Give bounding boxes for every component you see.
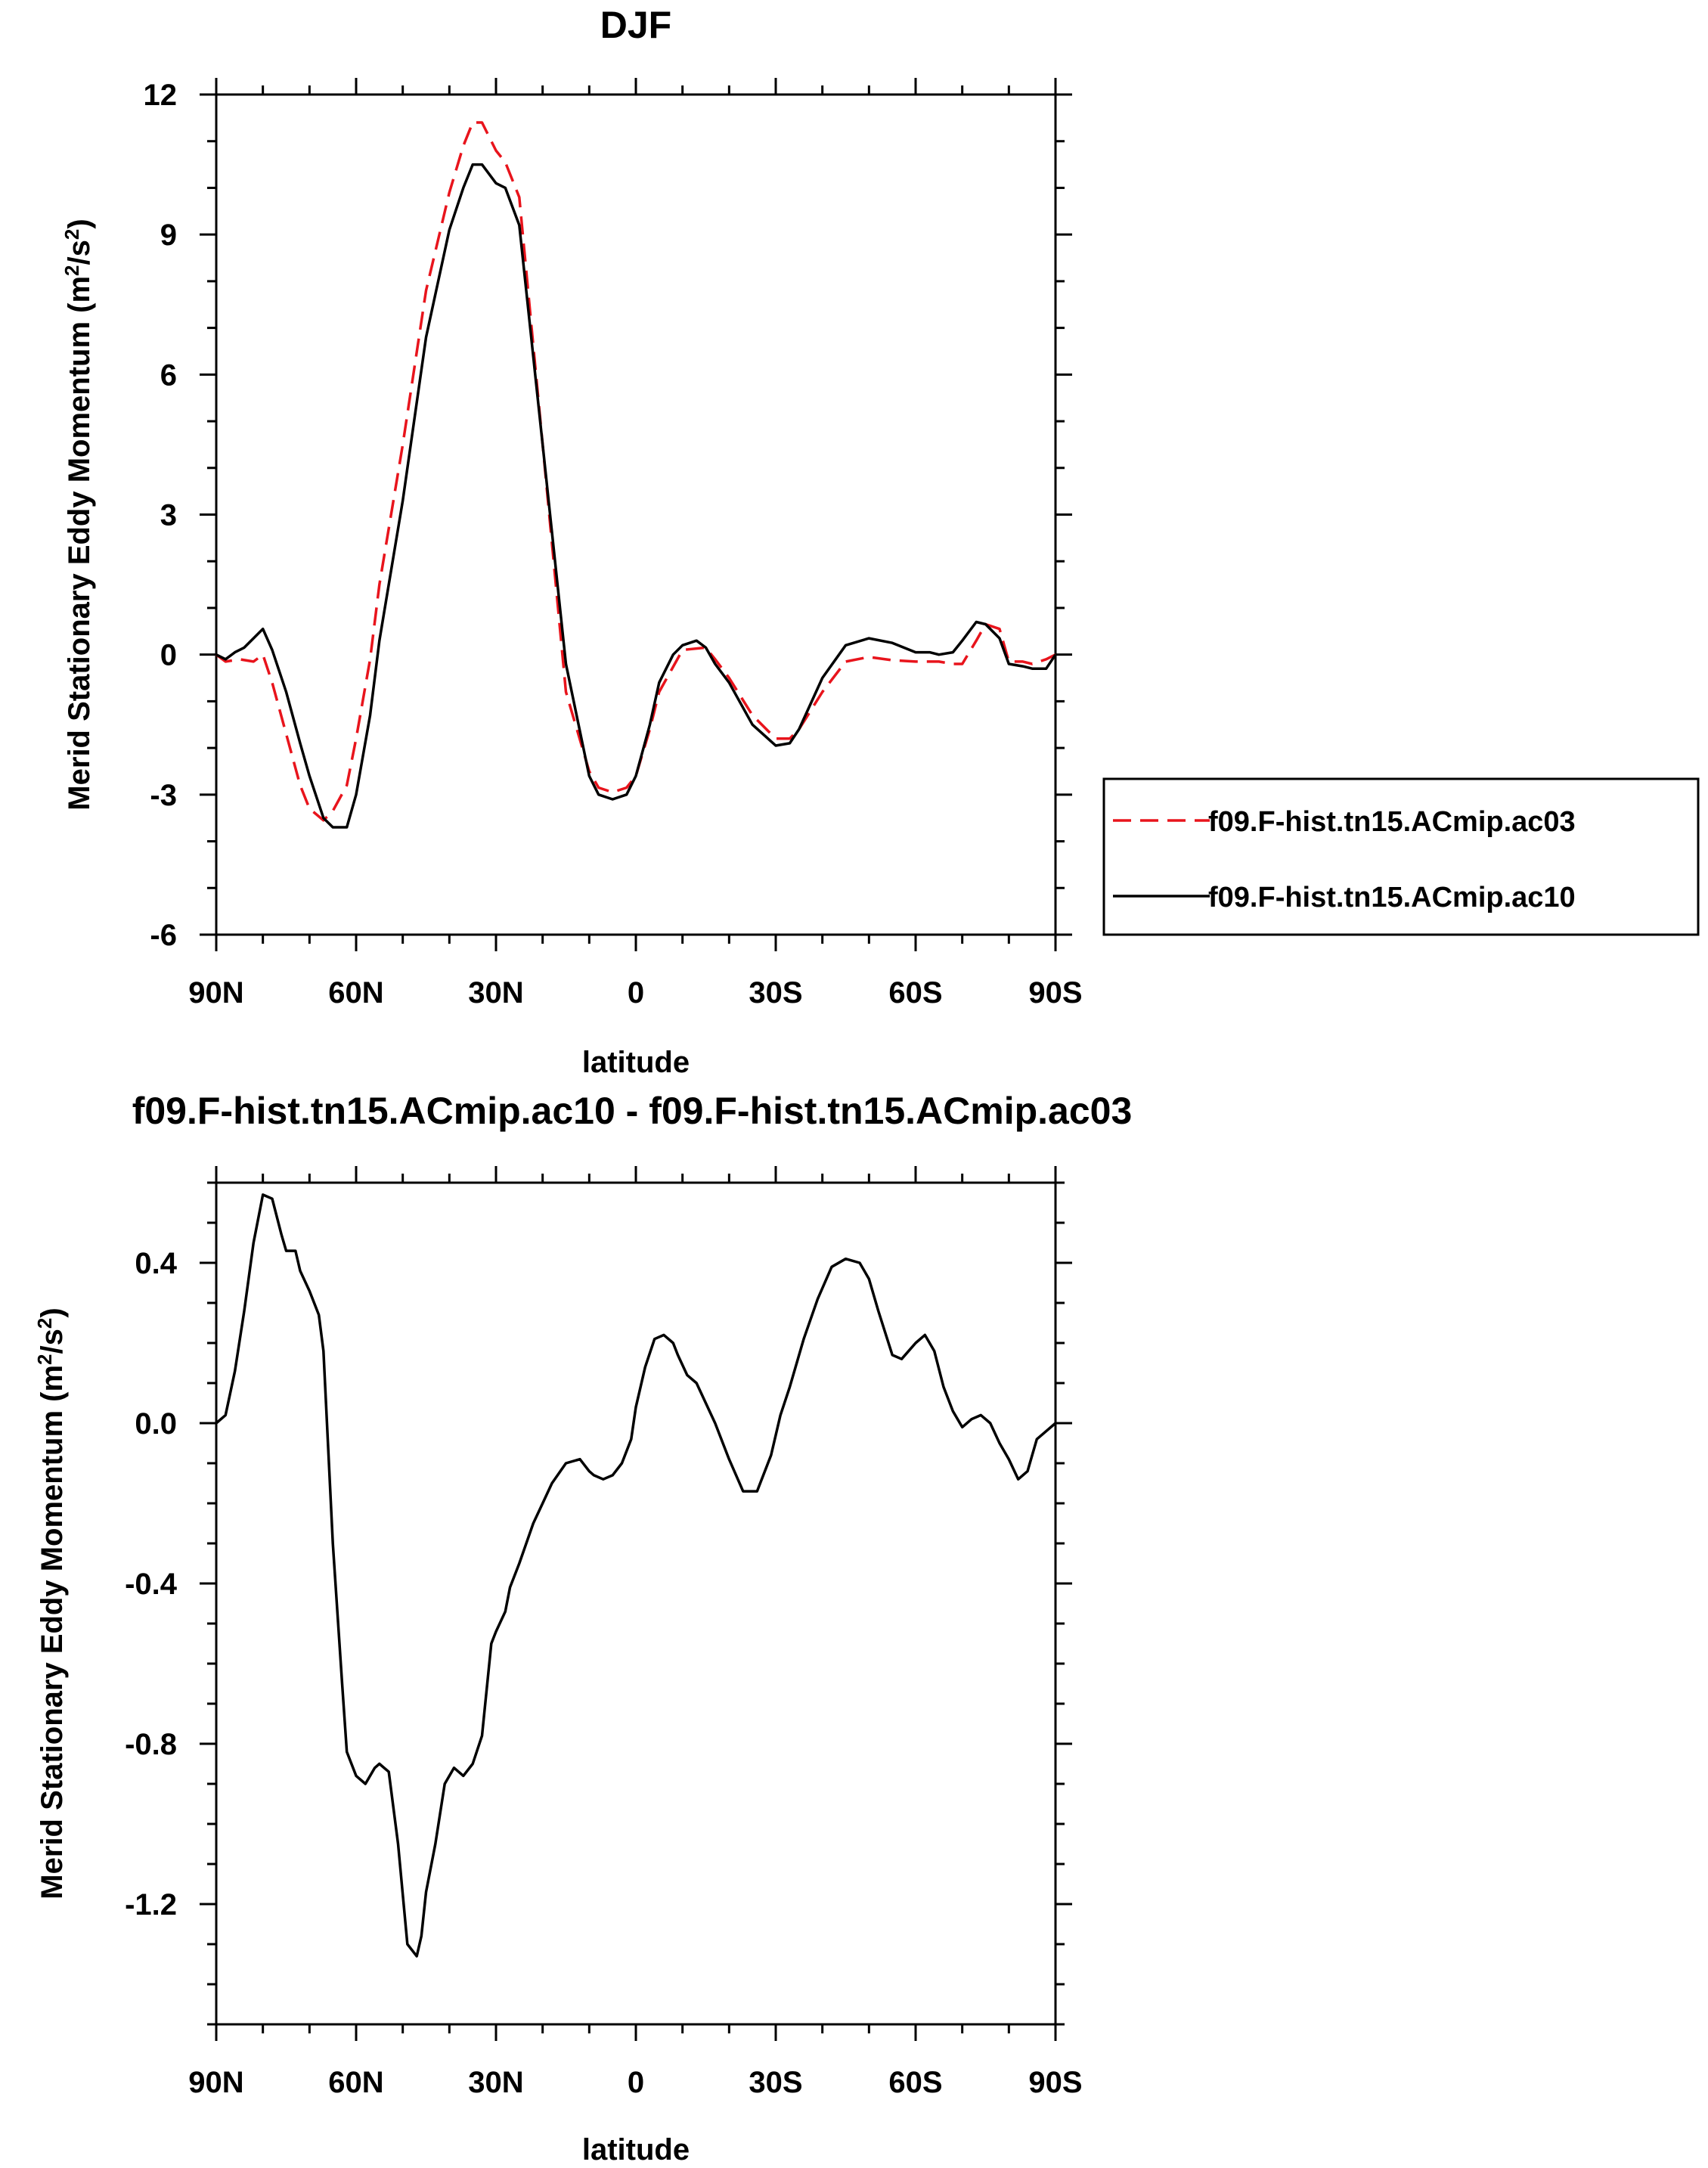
series-line-difference	[215, 1193, 1057, 1958]
y-tick-label: -1.2	[125, 1888, 177, 1921]
y-tick-label: -6	[150, 919, 177, 952]
x-tick-label: 60S	[888, 976, 942, 1010]
y-tick-label: 0.0	[135, 1407, 177, 1441]
x-axis-label: latitude	[582, 1046, 690, 1079]
x-tick-label: 90S	[1028, 2066, 1082, 2099]
y-tick-label: 6	[160, 358, 177, 392]
y-tick-label: 3	[160, 499, 177, 532]
y-axis-label: Merid Stationary Eddy Momentum (m2/s2)	[33, 1307, 69, 1899]
y-tick-label: 9	[160, 219, 177, 252]
y-tick-label: -0.4	[125, 1568, 178, 1601]
x-tick-label: 90N	[188, 2066, 243, 2099]
y-tick-label: 0	[160, 639, 177, 672]
y-axis-label: Merid Stationary Eddy Momentum (m2/s2)	[60, 219, 96, 810]
x-tick-label: 60N	[328, 976, 383, 1010]
series-line-ac10	[215, 163, 1057, 829]
y-tick-label: -0.8	[125, 1728, 177, 1761]
legend-label: f09.F-hist.tn15.ACmip.ac10	[1208, 882, 1576, 913]
x-axis-label: latitude	[582, 2133, 690, 2164]
x-tick-label: 90S	[1028, 976, 1082, 1010]
x-tick-label: 90N	[188, 976, 243, 1010]
x-tick-label: 30N	[468, 976, 523, 1010]
y-tick-label: -3	[150, 779, 177, 812]
legend-box	[1102, 777, 1700, 936]
legend-label: f09.F-hist.tn15.ACmip.ac03	[1208, 806, 1576, 838]
x-tick-label: 0	[628, 976, 644, 1010]
y-tick-label: 12	[144, 79, 178, 112]
x-tick-label: 60N	[328, 2066, 383, 2099]
x-tick-label: 30S	[749, 976, 802, 1010]
chart-title: f09.F-hist.tn15.ACmip.ac10 - f09.F-hist.…	[132, 1090, 1133, 1132]
bottom-chart: f09.F-hist.tn15.ACmip.ac10 - f09.F-hist.…	[33, 1090, 1133, 2166]
chart-title: DJF	[600, 4, 671, 46]
series-line-ac03	[215, 121, 1056, 822]
x-tick-label: 30N	[468, 2066, 523, 2099]
y-tick-label: 0.4	[135, 1247, 177, 1280]
x-tick-label: 60S	[888, 2066, 942, 2099]
x-tick-label: 30S	[749, 2066, 802, 2099]
top-chart: DJF 90N 60N 30N 0 30S 60S 90S -6 -3 0 3 6 9 12 latitude…	[60, 4, 1700, 1079]
x-tick-label: 0	[628, 2066, 644, 2099]
